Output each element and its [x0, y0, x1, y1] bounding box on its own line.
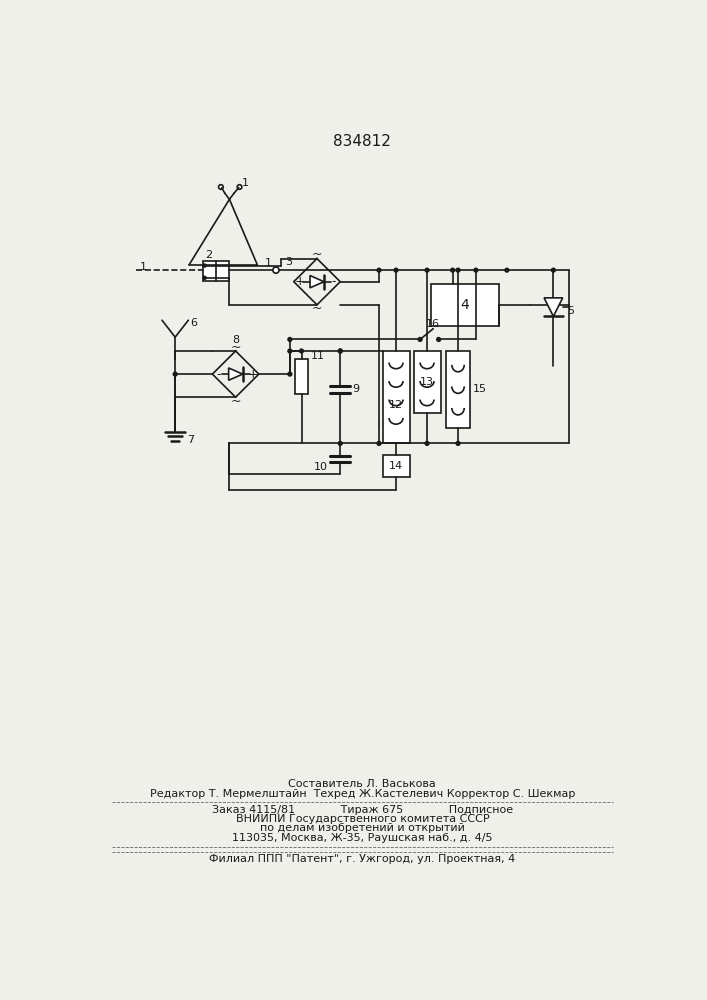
- Text: 15: 15: [473, 384, 487, 394]
- Circle shape: [237, 185, 242, 189]
- Text: ~: ~: [312, 248, 322, 261]
- Text: 16: 16: [426, 319, 440, 329]
- Text: ~: ~: [312, 302, 322, 315]
- Text: Филиал ППП "Патент", г. Ужгород, ул. Проектная, 4: Филиал ППП "Патент", г. Ужгород, ул. Про…: [209, 854, 515, 864]
- Circle shape: [339, 349, 342, 353]
- Circle shape: [300, 349, 303, 353]
- Circle shape: [425, 441, 429, 445]
- Text: 2: 2: [205, 250, 212, 260]
- Text: 14: 14: [389, 461, 403, 471]
- Text: 9: 9: [353, 384, 360, 394]
- Polygon shape: [310, 276, 324, 288]
- Text: 1: 1: [242, 178, 249, 188]
- Polygon shape: [544, 298, 563, 316]
- Bar: [383, 351, 410, 443]
- Text: 3: 3: [285, 257, 292, 267]
- Circle shape: [450, 268, 455, 272]
- Circle shape: [394, 268, 398, 272]
- Bar: [203, 261, 230, 281]
- Circle shape: [505, 268, 509, 272]
- Text: Редактор Т. Мермелштайн  Техред Ж.Кастелевич Корректор С. Шекмар: Редактор Т. Мермелштайн Техред Ж.Кастеле…: [150, 789, 575, 799]
- Text: -: -: [216, 368, 221, 381]
- Text: 5: 5: [567, 306, 574, 316]
- Text: 13: 13: [420, 377, 434, 387]
- Text: 1: 1: [139, 262, 146, 272]
- Circle shape: [339, 441, 342, 445]
- Bar: [296, 359, 308, 394]
- Polygon shape: [228, 368, 243, 380]
- Circle shape: [474, 268, 478, 272]
- Text: Составитель Л. Васькова: Составитель Л. Васькова: [288, 779, 436, 789]
- Circle shape: [418, 338, 422, 341]
- Text: 11: 11: [311, 351, 325, 361]
- Text: +: +: [295, 275, 305, 288]
- Circle shape: [456, 268, 460, 272]
- Bar: [414, 351, 441, 413]
- Text: 10: 10: [314, 462, 328, 472]
- Text: Заказ 4115/81             Тираж 675             Подписное: Заказ 4115/81 Тираж 675 Подписное: [212, 805, 513, 815]
- Text: 12: 12: [389, 400, 403, 410]
- Text: 113035, Москва, Ж-35, Раушская наб., д. 4/5: 113035, Москва, Ж-35, Раушская наб., д. …: [232, 833, 493, 843]
- Circle shape: [288, 349, 292, 353]
- Circle shape: [377, 441, 381, 445]
- Circle shape: [377, 268, 381, 272]
- Text: 1: 1: [264, 258, 271, 268]
- Circle shape: [339, 349, 342, 353]
- Text: ~: ~: [230, 395, 241, 408]
- Text: 4: 4: [461, 298, 469, 312]
- Text: 834812: 834812: [333, 134, 391, 149]
- Text: 8: 8: [232, 335, 239, 345]
- Circle shape: [456, 441, 460, 445]
- Circle shape: [551, 268, 555, 272]
- Circle shape: [173, 372, 177, 376]
- Circle shape: [273, 267, 279, 273]
- Circle shape: [288, 372, 292, 376]
- Text: ~: ~: [230, 341, 241, 354]
- Text: 7: 7: [187, 435, 194, 445]
- Text: 6: 6: [191, 318, 198, 328]
- Text: ВНИИПИ Государственного комитета СССР: ВНИИПИ Государственного комитета СССР: [235, 814, 489, 824]
- Circle shape: [203, 264, 206, 267]
- Circle shape: [437, 338, 440, 341]
- Bar: [446, 351, 469, 428]
- Circle shape: [288, 338, 292, 341]
- Text: -: -: [332, 275, 337, 288]
- Bar: [431, 284, 499, 326]
- Circle shape: [218, 185, 223, 189]
- Circle shape: [203, 276, 206, 279]
- Circle shape: [425, 268, 429, 272]
- Text: +: +: [247, 368, 258, 381]
- Bar: [383, 455, 410, 477]
- Text: по делам изобретений и открытий: по делам изобретений и открытий: [260, 823, 464, 833]
